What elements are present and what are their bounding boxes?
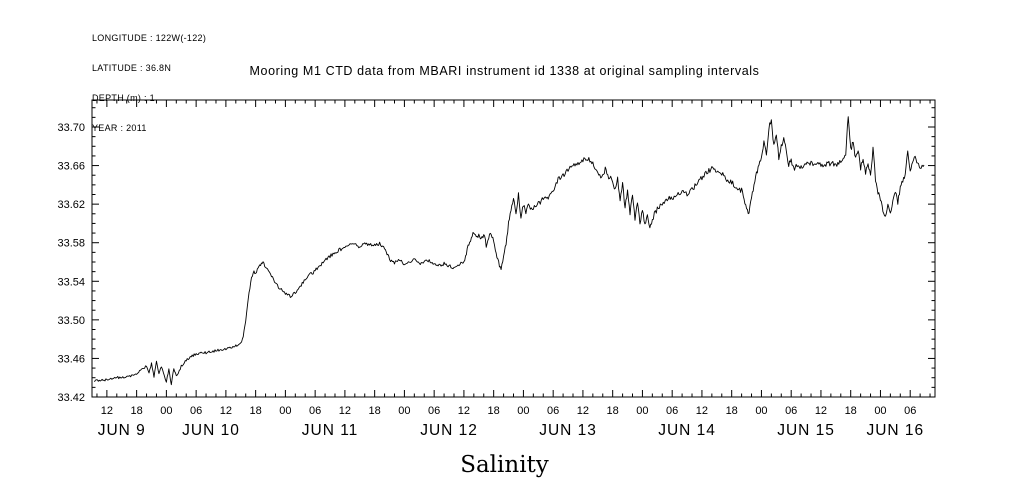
chart-title: Mooring M1 CTD data from MBARI instrumen… [249,64,760,78]
x-hour-tick-label: 12 [101,405,113,417]
metadata-depth: DEPTH (m) : 1 [92,93,155,103]
plot-frame [91,99,936,398]
x-hour-tick-label: 00 [160,405,172,417]
y-tick-label: 33.42 [57,392,85,404]
y-tick-label: 33.58 [57,238,85,250]
x-hour-tick-label: 12 [220,405,232,417]
x-hour-tick-label: 00 [279,405,291,417]
x-day-label: JUN 14 [658,422,716,439]
metadata-latitude: LATITUDE : 36.8N [92,63,172,73]
x-day-label: JUN 13 [539,422,597,439]
y-tick-label: 33.62 [57,199,85,211]
x-hour-tick-label: 06 [190,405,202,417]
x-hour-tick-label: 00 [874,405,886,417]
x-hour-tick-label: 00 [398,405,410,417]
x-hour-tick-label: 06 [309,405,321,417]
x-hour-tick-label: 12 [696,405,708,417]
y-tick-label: 33.54 [57,276,85,288]
x-hour-tick-label: 06 [666,405,678,417]
x-hour-tick-label: 18 [488,405,500,417]
x-hour-tick-label: 18 [131,405,143,417]
x-hour-tick-label: 18 [845,405,857,417]
x-hour-tick-label: 06 [428,405,440,417]
salinity-series-line [94,116,925,386]
metadata-block: LONGITUDE : 122W(-122) LATITUDE : 36.8N … [92,13,206,153]
x-day-label: JUN 11 [302,422,359,439]
x-hour-tick-label: 00 [517,405,529,417]
x-hour-tick-label: 18 [250,405,262,417]
x-hour-tick-label: 06 [785,405,797,417]
y-tick-label: 33.46 [57,353,85,365]
y-tick-label: 33.66 [57,161,85,173]
x-day-label: JUN 12 [420,422,478,439]
x-day-label: JUN 15 [777,422,835,439]
x-axis-title: Salinity [460,452,549,478]
x-hour-tick-label: 18 [607,405,619,417]
x-hour-tick-label: 12 [339,405,351,417]
x-hour-tick-label: 00 [755,405,767,417]
x-day-label: JUN 16 [866,422,924,439]
x-hour-tick-label: 06 [547,405,559,417]
x-hour-tick-label: 12 [458,405,470,417]
x-hour-tick-label: 00 [636,405,648,417]
metadata-longitude: LONGITUDE : 122W(-122) [92,33,207,43]
x-day-label: JUN 10 [182,422,240,439]
y-tick-label: 33.70 [57,122,85,134]
x-hour-tick-label: 12 [815,405,827,417]
x-hour-tick-label: 12 [577,405,589,417]
metadata-year: YEAR : 2011 [92,123,147,133]
x-hour-tick-label: 06 [904,405,916,417]
y-tick-label: 33.50 [57,315,85,327]
x-hour-tick-label: 18 [726,405,738,417]
x-hour-tick-label: 18 [369,405,381,417]
x-day-label: JUN 9 [98,422,146,439]
